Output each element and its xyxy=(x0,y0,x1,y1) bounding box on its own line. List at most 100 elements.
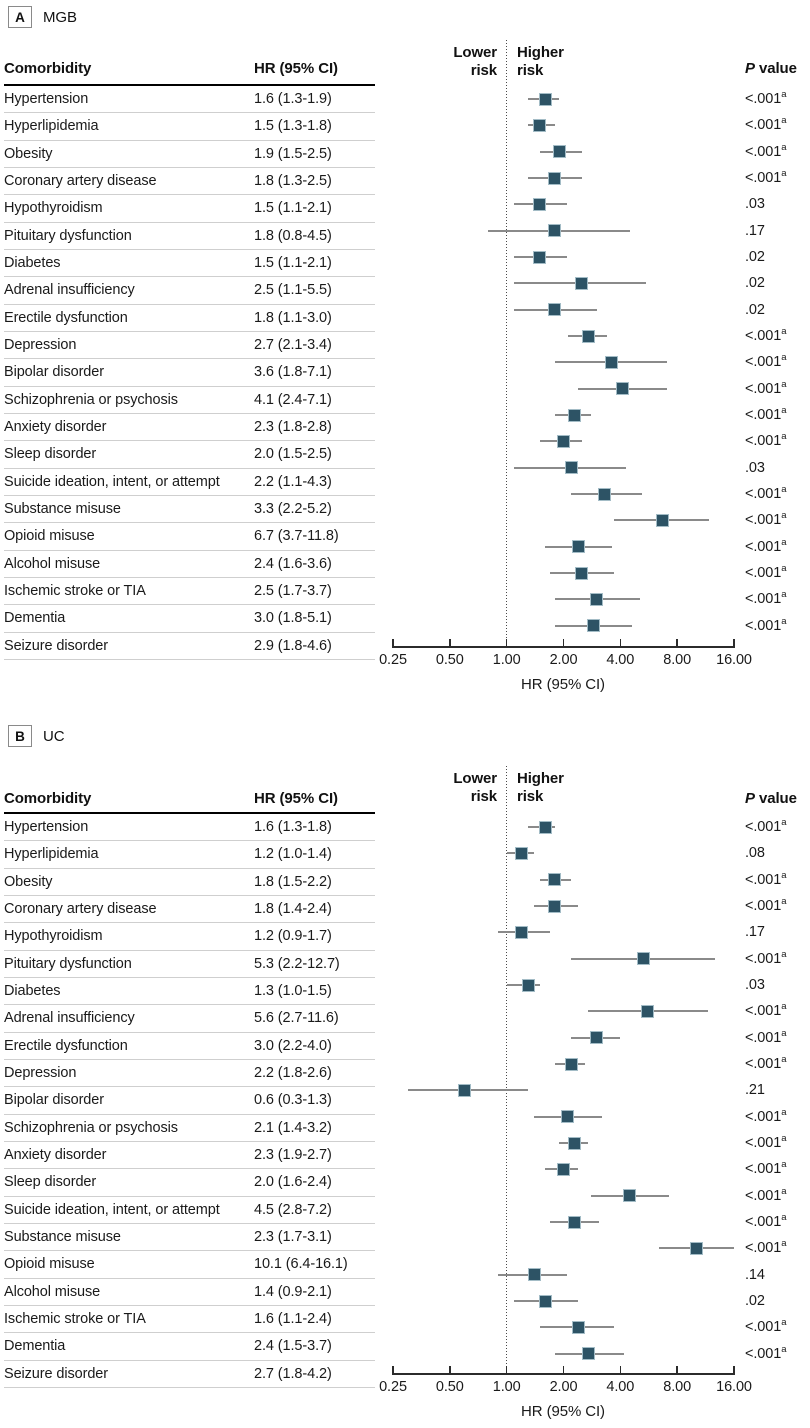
p-value: <.001a xyxy=(745,352,787,371)
row-comorbidity: Depression xyxy=(4,336,77,353)
table-row: Ischemic stroke or TIA 1.6 (1.1-2.4) xyxy=(4,1306,375,1334)
p-value-column-header: P value xyxy=(745,790,797,807)
hr-marker xyxy=(571,540,585,554)
p-value: <.001a xyxy=(745,948,787,967)
p-value: .14 xyxy=(745,1266,765,1283)
hr-marker xyxy=(552,145,566,159)
axis-tick xyxy=(449,1366,451,1373)
table-row: Suicide ideation, intent, or attempt 2.2 … xyxy=(4,469,375,496)
hr-marker xyxy=(521,978,535,992)
reference-line xyxy=(506,40,507,646)
row-comorbidity: Dementia xyxy=(4,1338,66,1355)
hr-marker xyxy=(548,303,562,317)
axis-tick xyxy=(733,1366,735,1373)
table-row: Coronary artery disease 1.8 (1.3-2.5) xyxy=(4,168,375,196)
p-value: <.001a xyxy=(745,589,787,608)
row-hr-ci: 2.3 (1.7-3.1) xyxy=(254,1228,332,1245)
table-row: Substance misuse 3.3 (2.2-5.2) xyxy=(4,496,375,524)
table-row: Erectile dysfunction 1.8 (1.1-3.0) xyxy=(4,305,375,332)
hr-marker xyxy=(538,92,552,106)
axis-tick-label: 16.00 xyxy=(716,652,752,668)
p-value-footnote: a xyxy=(781,326,787,338)
row-hr-ci: 1.5 (1.1-2.1) xyxy=(254,254,332,271)
row-comorbidity: Hypothyroidism xyxy=(4,200,103,217)
row-comorbidity: Sleep disorder xyxy=(4,446,97,463)
hr-marker xyxy=(575,566,589,580)
hr-marker xyxy=(527,1268,541,1282)
p-value: <.001a xyxy=(745,869,787,888)
row-comorbidity: Schizophrenia or psychosis xyxy=(4,391,178,408)
hr-marker xyxy=(557,434,570,448)
axis-tick xyxy=(619,1366,622,1373)
hr-marker xyxy=(533,197,547,211)
axis-tick xyxy=(733,639,735,646)
hr-marker xyxy=(636,952,650,966)
hr-marker xyxy=(623,1189,637,1203)
p-value-footnote: a xyxy=(781,1317,787,1329)
row-hr-ci: 1.6 (1.1-2.4) xyxy=(254,1310,332,1327)
row-hr-ci: 2.4 (1.6-3.6) xyxy=(254,555,332,572)
p-value-footnote: a xyxy=(781,589,787,601)
hr-marker xyxy=(656,513,670,527)
table-row: Anxiety disorder 2.3 (1.9-2.7) xyxy=(4,1142,375,1170)
table-row: Hypertension 1.6 (1.3-1.8) xyxy=(4,814,375,842)
row-comorbidity: Schizophrenia or psychosis xyxy=(4,1119,178,1136)
hr-marker xyxy=(615,382,629,396)
row-comorbidity: Opioid misuse xyxy=(4,528,95,545)
row-hr-ci: 1.3 (1.0-1.5) xyxy=(254,982,332,999)
row-hr-ci: 1.6 (1.3-1.9) xyxy=(254,91,332,107)
row-comorbidity: Obesity xyxy=(4,873,53,890)
p-value-footnote: a xyxy=(781,1133,787,1145)
table-rows: Hypertension 1.6 (1.3-1.9) Hyperlipidemia 1… xyxy=(4,86,375,660)
p-value: <.001a xyxy=(745,89,787,107)
higher-risk-label: Higher risk xyxy=(517,44,564,79)
p-value-footnote: a xyxy=(781,115,787,127)
axis-tick xyxy=(392,639,394,646)
p-italic: P xyxy=(745,60,755,77)
hr-marker xyxy=(641,1004,655,1018)
row-hr-ci: 1.8 (1.4-2.4) xyxy=(254,900,332,917)
panel-title: UC xyxy=(43,727,65,745)
p-value: <.001a xyxy=(745,1185,787,1204)
row-comorbidity: Erectile dysfunction xyxy=(4,309,128,326)
row-comorbidity: Seizure disorder xyxy=(4,637,108,654)
p-value: <.001a xyxy=(745,1001,787,1020)
table-row: Pituitary dysfunction 1.8 (0.8-4.5) xyxy=(4,223,375,250)
table-row: Seizure disorder 2.9 (1.8-4.6) xyxy=(4,633,375,660)
hr-column-header: HR (95% CI) xyxy=(254,60,338,77)
row-comorbidity: Obesity xyxy=(4,145,53,162)
p-value-footnote: a xyxy=(781,817,787,829)
axis-tick-label: 0.25 xyxy=(379,1379,407,1395)
p-value: .02 xyxy=(745,1292,765,1309)
hr-marker xyxy=(557,1162,570,1176)
axis-tick-label: 8.00 xyxy=(663,1379,692,1395)
p-value: <.001a xyxy=(745,510,787,529)
row-comorbidity: Hypertension xyxy=(4,819,89,835)
p-value: <.001a xyxy=(745,405,787,423)
p-value: <.001a xyxy=(745,1133,787,1151)
hr-marker xyxy=(548,171,562,185)
p-value: <.001a xyxy=(745,536,787,555)
row-comorbidity: Dementia xyxy=(4,610,66,627)
p-value: <.001a xyxy=(745,1054,787,1072)
axis-tick xyxy=(619,639,622,646)
row-hr-ci: 4.5 (2.8-7.2) xyxy=(254,1201,332,1218)
p-value: <.001a xyxy=(745,563,787,581)
x-axis-title: HR (95% CI) xyxy=(521,1403,605,1420)
row-hr-ci: 10.1 (6.4-16.1) xyxy=(254,1256,348,1273)
hr-marker xyxy=(515,925,529,939)
row-comorbidity: Suicide ideation, intent, or attempt xyxy=(4,1201,220,1218)
hr-marker xyxy=(564,1057,578,1071)
axis-tick-label: 1.00 xyxy=(492,1379,521,1395)
row-comorbidity: Substance misuse xyxy=(4,500,121,517)
row-hr-ci: 1.4 (0.9-2.1) xyxy=(254,1283,332,1300)
p-value: .08 xyxy=(745,845,765,862)
table-row: Schizophrenia or psychosis 4.1 (2.4-7.1) xyxy=(4,387,375,414)
higher-risk-label: Higher risk xyxy=(517,770,564,805)
p-value: <.001a xyxy=(745,1159,787,1178)
row-hr-ci: 2.9 (1.8-4.6) xyxy=(254,637,332,654)
row-comorbidity: Hyperlipidemia xyxy=(4,118,99,135)
row-hr-ci: 1.8 (1.5-2.2) xyxy=(254,873,332,890)
p-value-footnote: a xyxy=(781,1001,787,1013)
p-value: <.001a xyxy=(745,817,787,835)
